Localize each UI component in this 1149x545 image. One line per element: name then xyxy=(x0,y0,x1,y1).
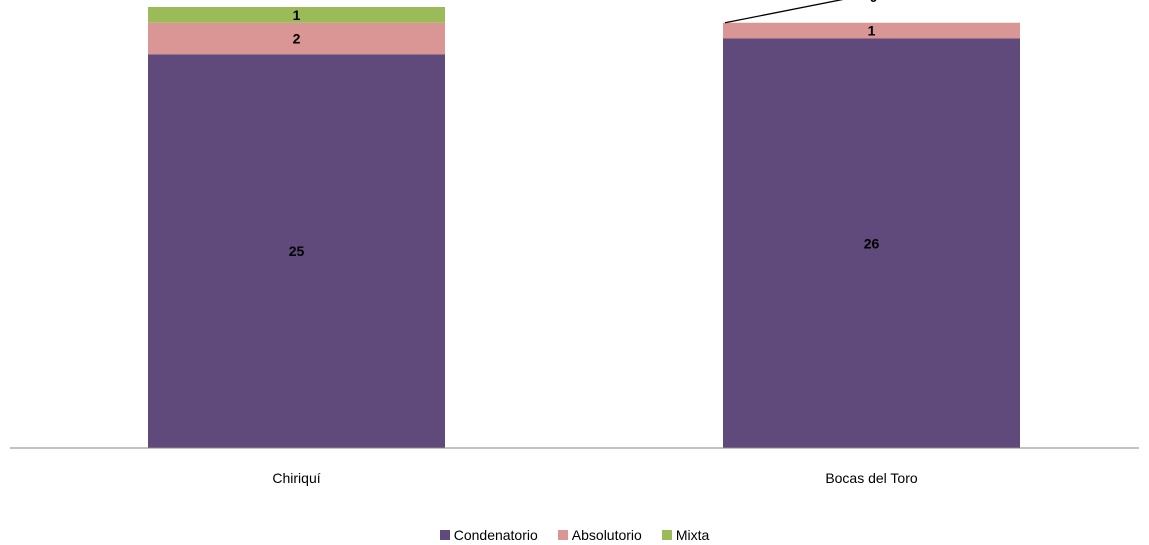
x-tick-label-bocas-del-toro: Bocas del Toro xyxy=(825,470,918,486)
legend-item-absolutorio: Absolutorio xyxy=(557,527,642,543)
data-label-chiriqui-absolutorio: 2 xyxy=(293,31,301,47)
stacked-bar-chart: 25 2 1 Chiriquí 26 1 0 Bocas del Toro xyxy=(10,0,1139,486)
bar-bocas-del-toro-absolutorio xyxy=(723,22,1020,39)
legend-label-mixta: Mixta xyxy=(675,527,710,543)
label-group: 25 2 1 Chiriquí 26 1 0 Bocas del Toro xyxy=(272,0,918,486)
legend-item-condenatorio: Condenatorio xyxy=(439,527,538,543)
data-label-chiriqui-mixta: 1 xyxy=(293,7,301,23)
x-tick-label-chiriqui: Chiriquí xyxy=(272,470,320,486)
legend-label-absolutorio: Absolutorio xyxy=(571,527,642,543)
legend: Condenatorio Absolutorio Mixta xyxy=(0,525,1149,545)
data-label-chiriqui-condenatorio: 25 xyxy=(289,243,305,259)
data-label-bocas-del-toro-mixta: 0 xyxy=(870,0,878,5)
legend-swatch-condenatorio xyxy=(439,530,450,540)
data-label-bocas-del-toro-condenatorio: 26 xyxy=(864,235,880,251)
legend-swatch-mixta xyxy=(661,530,672,540)
leader-line-bocas-del-toro-mixta xyxy=(724,0,844,24)
bar-chiriqui-mixta xyxy=(148,7,445,23)
bar-chiriqui-condenatorio xyxy=(148,54,445,448)
legend-swatch-absolutorio xyxy=(557,530,568,540)
bar-group xyxy=(148,7,1020,448)
data-label-bocas-del-toro-absolutorio: 1 xyxy=(868,23,876,39)
bar-chiriqui-absolutorio xyxy=(148,22,445,55)
legend-label-condenatorio: Condenatorio xyxy=(453,527,538,543)
bar-bocas-del-toro-condenatorio xyxy=(723,38,1020,448)
legend-item-mixta: Mixta xyxy=(661,527,710,543)
